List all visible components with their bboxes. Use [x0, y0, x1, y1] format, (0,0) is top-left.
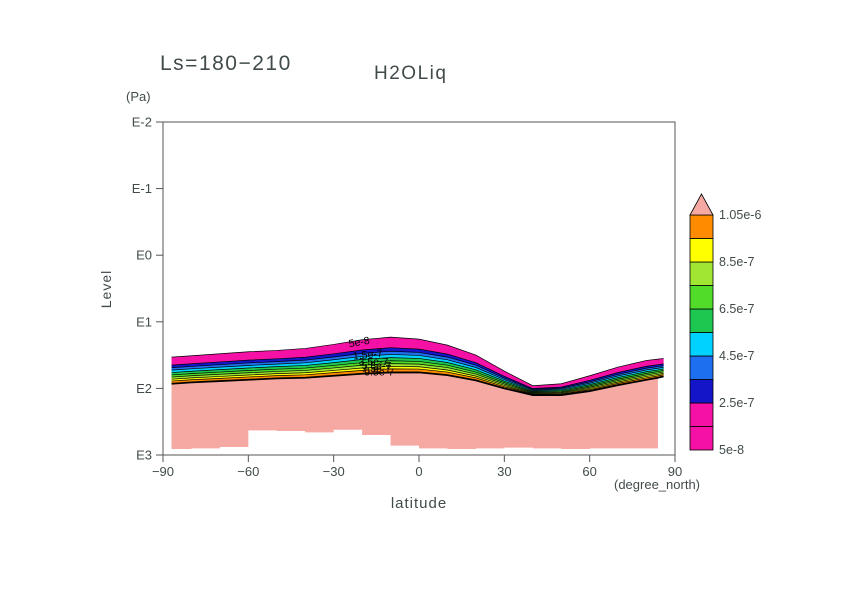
y-tick-label: E-2	[132, 115, 152, 130]
contour-level-label: 9.5e-7	[364, 366, 394, 378]
y-tick-label: E3	[136, 448, 152, 463]
x-tick-label: 60	[582, 464, 596, 479]
colorbar-segment	[689, 426, 714, 451]
contour-line	[171, 363, 664, 394]
x-tick-label: −60	[237, 464, 259, 479]
contour-line	[171, 371, 664, 396]
contour-level-label: 5.5e-7	[361, 360, 391, 372]
x-tick-label: 90	[668, 464, 682, 479]
contour-line	[171, 347, 664, 389]
surface-fill-region	[171, 372, 658, 450]
y-axis-unit-label: (Pa)	[126, 89, 151, 104]
variable-title: H2OLiq	[374, 63, 448, 84]
contour-line	[171, 336, 664, 387]
colorbar-label: 2.5e-7	[719, 396, 754, 410]
contour-line	[171, 368, 664, 395]
colorbar-label: 4.5e-7	[719, 349, 754, 363]
colorbar-label: 8.5e-7	[719, 255, 754, 269]
colorbar-segment	[689, 238, 714, 263]
colorbar-segment	[689, 214, 714, 239]
colorbar-segment	[689, 379, 714, 404]
y-tick-label: E2	[136, 381, 152, 396]
x-tick-label: 0	[415, 464, 422, 479]
colorbar-segment	[689, 355, 714, 380]
colorbar-segment	[689, 261, 714, 286]
x-tick-label: −90	[152, 464, 174, 479]
y-tick-label: E-1	[132, 181, 152, 196]
contour-line	[171, 357, 664, 392]
x-axis-title: latitude	[390, 495, 448, 512]
colorbar-segment	[689, 332, 714, 357]
contour-line	[171, 354, 664, 391]
contour-line	[171, 366, 664, 394]
contour-line	[171, 350, 664, 390]
contour-band	[171, 337, 664, 389]
colorbar-label: 1.05e-6	[719, 208, 761, 222]
contour-level-label: 1.5e-7	[352, 348, 383, 363]
colorbar-segment	[689, 285, 714, 310]
colorbar-label: 6.5e-7	[719, 302, 754, 316]
x-axis-unit-label: (degree_north)	[614, 477, 700, 492]
contour-level-label: 5e-8	[348, 335, 371, 350]
contour-level-label: 7.5e-7	[361, 363, 391, 375]
x-tick-label: −30	[323, 464, 345, 479]
colorbar-segment	[689, 308, 714, 333]
season-title: Ls=180−210	[160, 52, 292, 75]
contour-level-label: 3.5e-7	[359, 356, 389, 368]
y-tick-label: E1	[136, 314, 152, 329]
colorbar-label: 5e-8	[719, 443, 744, 457]
contour-line	[171, 360, 664, 393]
colorbar-overflow-triangle	[689, 193, 714, 216]
colorbar-segment	[689, 402, 714, 427]
x-tick-label: 30	[497, 464, 511, 479]
y-tick-label: E0	[136, 248, 152, 263]
